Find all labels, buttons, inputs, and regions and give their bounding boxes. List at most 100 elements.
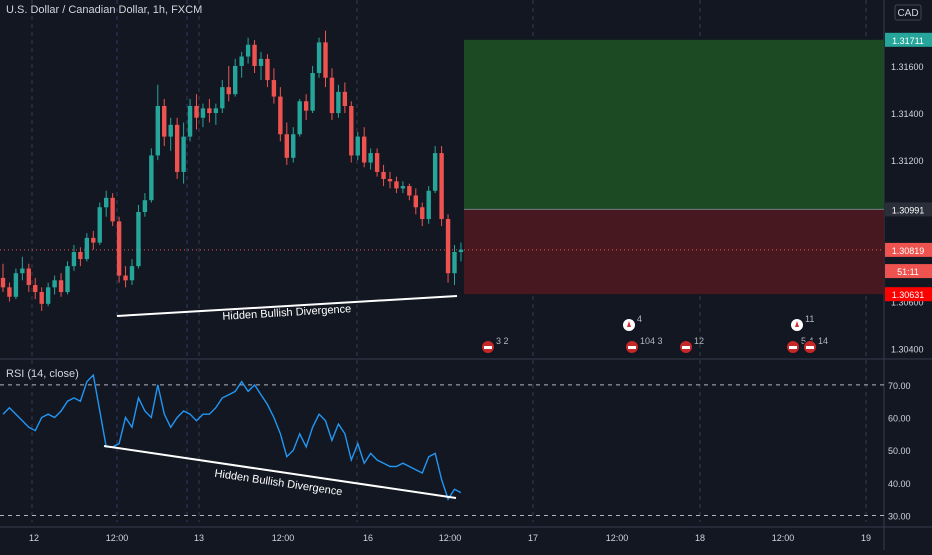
candle-body [458,249,464,253]
candle-body [84,237,90,260]
price-axis-tick: 1.30400 [891,345,924,355]
candle [381,164,386,187]
candle-body [407,186,412,196]
candle-body [13,273,19,297]
candle [452,244,457,285]
candle [162,98,167,147]
candle-body [342,91,348,106]
candle [445,214,451,283]
candle [413,188,418,215]
price-label-bg [885,32,932,47]
candle-body [116,221,122,276]
event-marker: 14 [803,336,828,354]
candle [174,117,180,179]
candle [329,68,335,121]
candle-body [168,124,173,137]
candle-body [355,136,360,156]
candle [84,233,90,262]
rsi-axis-tick: 40.00 [888,479,911,489]
candle-body [91,237,96,243]
candle-body [78,252,83,260]
price-axis-tick: 1.30600 [891,297,924,307]
rsi-axis-tick: 60.00 [888,414,911,424]
candle [97,202,102,245]
candle [374,148,380,177]
candle [394,176,399,194]
candle [129,259,135,285]
time-axis-tick: 12:00 [272,533,295,543]
candle [200,103,206,128]
price-axis-tick: 1.31200 [891,156,924,166]
candle [323,30,328,88]
chart-title: U.S. Dollar / Canadian Dollar, 1h, FXCM [6,4,203,16]
candle [362,127,367,168]
candle [432,146,438,194]
maple-leaf-icon [627,321,631,327]
price-label: 1.30819 [885,242,932,257]
event-marker: 3 2 [481,336,509,354]
candle-body [426,190,431,220]
candles [0,30,464,311]
candle-body [258,58,264,66]
candle [142,193,148,217]
price-label: 51:11 [885,264,932,279]
flag-stripe-icon [682,346,690,349]
candle-body [336,91,341,114]
candle-body [439,153,444,220]
candle-body [97,207,102,243]
candle [291,127,296,163]
candle [104,190,109,217]
price-label: 1.30991 [885,202,932,217]
candle [26,263,31,293]
candle-body [162,105,167,137]
target-zone [464,39,884,210]
price-axis-tick: 1.31600 [891,62,924,72]
price-label-text: 1.30819 [892,246,925,256]
candle [349,101,354,163]
candle-body [207,108,212,114]
candle [123,266,128,288]
candle-body [374,153,380,172]
candle [7,282,12,302]
rsi-axis-tick: 30.00 [888,511,911,521]
rsi-line [2,373,462,501]
candle-body [381,171,386,179]
candle-body [26,268,31,285]
candle [284,122,289,165]
price-label-bg [885,242,932,257]
candle-body [39,292,44,304]
candle [71,244,77,271]
candle [233,58,238,97]
candle [0,263,6,293]
flag-stripe-icon [806,346,814,349]
event-marker-label: 4 [637,314,642,324]
candle-body [445,219,451,274]
candle [368,148,373,170]
price-label-text: 1.31711 [892,36,924,46]
candle-body [71,252,77,267]
event-marker-label: 14 [818,336,828,346]
candle-body [291,134,296,158]
candle [213,103,219,125]
candle [265,54,270,88]
time-axis-tick: 12:00 [106,533,129,543]
candle-body [136,211,141,267]
price-label: 1.31711 [885,32,932,47]
candle-body [174,124,180,172]
rsi-divergence-line [103,445,457,499]
candle-body [245,44,251,57]
candle-body [45,287,51,304]
candle-body [7,287,12,297]
time-axis-tick: 17 [528,533,538,543]
candle [239,51,244,78]
candle [387,171,393,189]
candle [136,204,141,269]
candle-body [187,105,193,137]
candle [45,282,51,307]
candle-body [394,181,399,189]
price-label-text: 51:11 [897,267,919,277]
event-marker: 4 [622,314,642,332]
